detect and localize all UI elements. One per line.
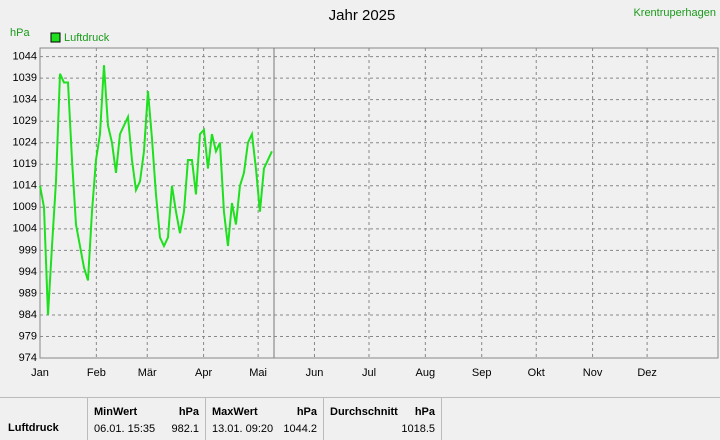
- chart: Jahr 2025 Krentruperhagen hPa Luftdruck …: [10, 7, 719, 379]
- row-label-cell: Luftdruck: [0, 398, 88, 440]
- stat-cell: MaxWert hPa 13.01. 09:20 1044.2: [206, 398, 324, 440]
- stat-unit: hPa: [178, 406, 199, 418]
- y-tick-label: 1009: [13, 201, 37, 213]
- y-tick-label: 994: [19, 266, 37, 278]
- y-axis-label: hPa: [10, 27, 30, 39]
- y-tick-label: 984: [19, 309, 37, 321]
- x-tick-label: Dez: [637, 367, 657, 379]
- y-tick-label: 1019: [13, 158, 37, 170]
- legend-swatch: [50, 32, 61, 43]
- y-tick-label: 1039: [13, 72, 37, 84]
- y-tick-label: 979: [19, 330, 37, 342]
- chart-title: Jahr 2025: [329, 7, 396, 24]
- stat-unit: hPa: [296, 406, 317, 418]
- y-tick-label: 1029: [13, 115, 37, 127]
- stat-value: 982.1: [171, 423, 199, 435]
- y-tick-label: 989: [19, 287, 37, 299]
- plot-area: [39, 47, 719, 359]
- x-tick-label: Okt: [528, 367, 545, 379]
- x-tick-label: Jul: [362, 367, 376, 379]
- x-tick-label: Jun: [306, 367, 324, 379]
- stat-title: Durchschnitt: [330, 406, 398, 418]
- y-tick-label: 1014: [13, 180, 37, 192]
- y-tick-label: 1034: [13, 94, 37, 106]
- legend-label: Luftdruck: [64, 32, 110, 44]
- y-tick-label: 1024: [13, 137, 37, 149]
- x-tick-label: Jan: [31, 367, 49, 379]
- stat-time: 06.01. 15:35: [94, 423, 156, 435]
- station: Krentruperhagen: [633, 7, 716, 19]
- y-tick-label: 974: [19, 352, 37, 364]
- stat-title: MinWert: [94, 406, 138, 418]
- y-tick-label: 999: [19, 244, 37, 256]
- stat-title: MaxWert: [212, 406, 258, 418]
- x-tick-label: Sep: [472, 367, 492, 379]
- y-tick-label: 1004: [13, 223, 37, 235]
- x-tick-label: Mai: [249, 367, 267, 379]
- stat-cell: Durchschnitt hPa 1018.5: [324, 398, 442, 440]
- stats-table: Luftdruck MinWert hPa 06.01. 15:35 982.1…: [0, 397, 720, 440]
- y-tick-label: 1044: [13, 51, 37, 63]
- x-tick-label: Nov: [583, 367, 603, 379]
- row-label: Luftdruck: [8, 422, 59, 434]
- stat-time: 13.01. 09:20: [212, 423, 274, 435]
- x-tick-label: Aug: [416, 367, 436, 379]
- stat-cell: MinWert hPa 06.01. 15:35 982.1: [88, 398, 206, 440]
- stat-unit: hPa: [414, 406, 435, 418]
- data-line: [39, 65, 273, 316]
- x-tick-label: Mär: [138, 367, 157, 379]
- stat-value: 1018.5: [401, 423, 435, 435]
- x-tick-label: Feb: [87, 367, 106, 379]
- stat-value: 1044.2: [283, 423, 317, 435]
- x-tick-label: Apr: [195, 367, 212, 379]
